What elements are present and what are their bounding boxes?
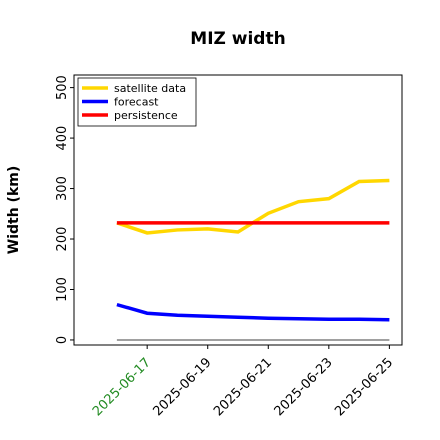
legend-label: persistence <box>114 109 178 122</box>
y-tick-label: 100 <box>55 277 70 302</box>
y-tick-label: 300 <box>55 176 70 201</box>
series-line <box>116 302 390 322</box>
x-tick-label: 2025-06-21 <box>211 355 275 419</box>
x-tick-label: 2025-06-17 <box>90 355 154 419</box>
x-tick-label: 2025-06-23 <box>272 355 336 419</box>
series-line <box>116 178 390 235</box>
legend-label: forecast <box>114 96 159 109</box>
y-tick-label: 0 <box>55 336 70 344</box>
legend-label: satellite data <box>114 82 186 95</box>
y-tick-label: 500 <box>55 75 70 100</box>
y-axis-label: Width (km) <box>6 166 22 255</box>
chart-title: MIZ width <box>190 29 285 49</box>
plot-frame <box>73 74 403 346</box>
x-tick-label: 2025-06-19 <box>151 355 215 419</box>
y-tick-label: 400 <box>55 126 70 151</box>
x-tick-label: 2025-06-25 <box>332 355 396 419</box>
y-tick-label: 200 <box>55 227 70 252</box>
